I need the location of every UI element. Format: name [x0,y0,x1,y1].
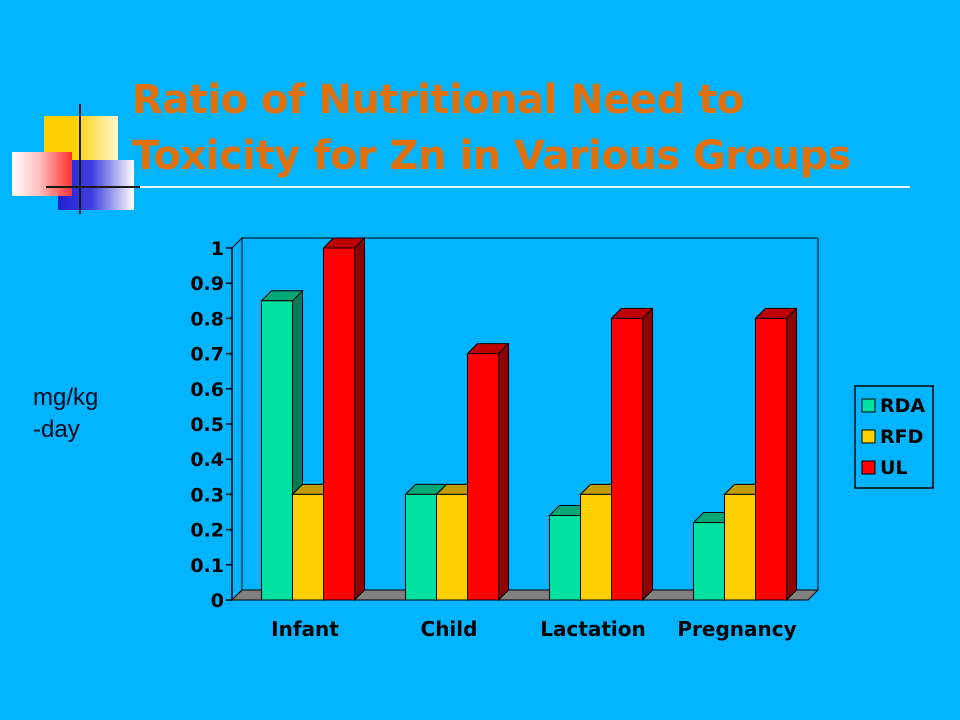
bar-side [498,342,509,602]
bar-front [467,353,499,601]
bar-ul-infant [322,236,366,602]
decor-horizontal-line [46,186,140,188]
bar-front [724,493,756,601]
category-label: Child [421,617,478,641]
bar-front [405,493,437,601]
category-label: Infant [271,617,339,641]
bar-front [549,515,581,601]
category-label: Lactation [540,617,646,641]
y-tick-label: 0.4 [190,449,224,471]
bar-front [436,493,468,601]
y-tick-label: 0.3 [190,484,224,506]
category-label: Pregnancy [677,617,796,641]
bar-front [261,300,293,601]
y-tick-label: 0.6 [190,379,224,401]
y-tick-label: 0.9 [190,273,224,295]
bar-side [642,307,653,602]
category-labels: Infant Child Lactation Pregnancy [271,617,796,641]
bar-front [323,247,355,601]
legend-label: RDA [880,395,925,417]
slide-title-line-1: Ratio of Nutritional Need to [132,77,744,123]
y-tick-label: 0.8 [190,308,224,330]
y-tick-label: 0.7 [190,344,224,366]
title-underline [48,186,910,188]
decor-red-square [12,152,72,196]
bars [260,236,798,602]
bar-front [755,317,787,601]
bar-front [611,317,643,601]
bar-ul-pregnancy [754,307,798,602]
y-tick-label: 0 [211,590,224,612]
legend-swatch [861,429,876,444]
slide-title: Ratio of Nutritional Need to Toxicity fo… [132,72,932,184]
legend-label: RFD [880,426,923,448]
bar-side [354,236,365,602]
y-axis-label-line-1: mg/kg [33,384,99,411]
bar-ul-lactation [610,307,654,602]
legend-label: UL [880,457,908,479]
y-axis: 0 0.1 0.2 0.3 0.4 0.5 0.6 0.7 0.8 0.9 1 [190,238,233,612]
side-wall [231,236,243,602]
legend-swatch [861,460,876,475]
y-tick-label: 1 [211,238,224,260]
bar-front [292,493,324,601]
decor-vertical-line [79,104,81,214]
bar-front [693,522,725,601]
y-tick-label: 0.1 [190,555,224,577]
bar-front [580,493,612,601]
y-tick-label: 0.2 [190,520,224,542]
legend-swatch [861,398,876,413]
y-axis-label: mg/kg -day [33,382,98,446]
y-axis-label-line-2: -day [33,416,80,443]
bar-ul-child [466,342,510,602]
slide-title-line-2: Toxicity for Zn in Various Groups [132,133,851,179]
bar-side [786,307,797,602]
y-tick-label: 0.5 [190,414,224,436]
legend: RDA RFD UL [854,385,934,489]
